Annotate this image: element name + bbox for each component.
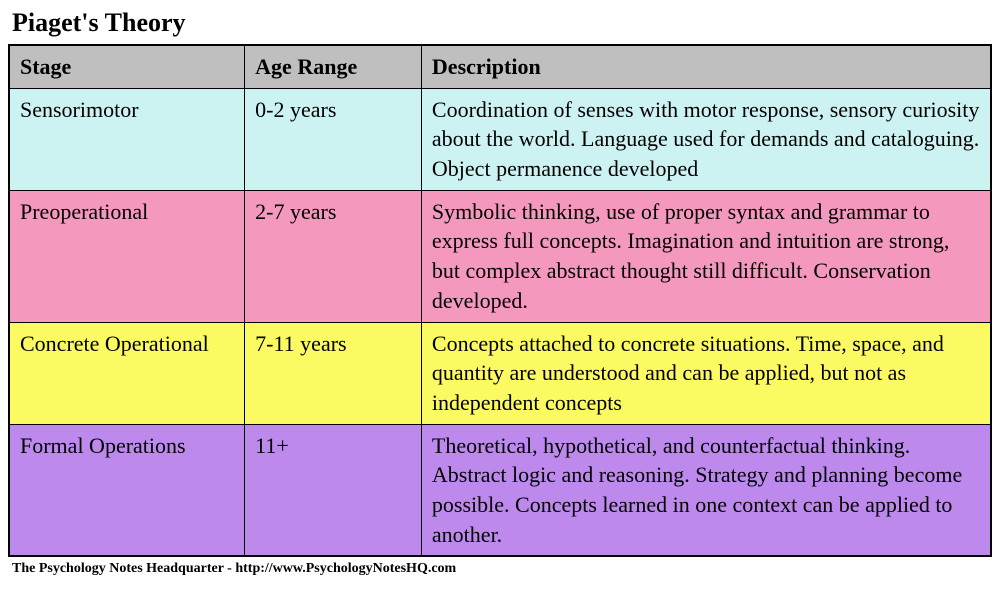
cell-age: 0-2 years [245, 88, 422, 190]
cell-description: Concepts attached to concrete situations… [421, 322, 991, 424]
cell-age: 7-11 years [245, 322, 422, 424]
cell-stage: Concrete Operational [9, 322, 245, 424]
column-header-description: Description [421, 45, 991, 88]
cell-age: 2-7 years [245, 190, 422, 322]
column-header-stage: Stage [9, 45, 245, 88]
table-row: Sensorimotor 0-2 years Coordination of s… [9, 88, 991, 190]
table-row: Concrete Operational 7-11 years Concepts… [9, 322, 991, 424]
footer-attribution: The Psychology Notes Headquarter - http:… [8, 561, 992, 577]
table-row: Preoperational 2-7 years Symbolic thinki… [9, 190, 991, 322]
table-header-row: Stage Age Range Description [9, 45, 991, 88]
cell-description: Theoretical, hypothetical, and counterfa… [421, 424, 991, 556]
cell-description: Coordination of senses with motor respon… [421, 88, 991, 190]
piaget-table: Stage Age Range Description Sensorimotor… [8, 44, 992, 557]
page-title: Piaget's Theory [8, 8, 992, 38]
column-header-age: Age Range [245, 45, 422, 88]
table-row: Formal Operations 11+ Theoretical, hypot… [9, 424, 991, 556]
cell-stage: Formal Operations [9, 424, 245, 556]
table-body: Sensorimotor 0-2 years Coordination of s… [9, 88, 991, 556]
cell-age: 11+ [245, 424, 422, 556]
cell-description: Symbolic thinking, use of proper syntax … [421, 190, 991, 322]
cell-stage: Sensorimotor [9, 88, 245, 190]
cell-stage: Preoperational [9, 190, 245, 322]
